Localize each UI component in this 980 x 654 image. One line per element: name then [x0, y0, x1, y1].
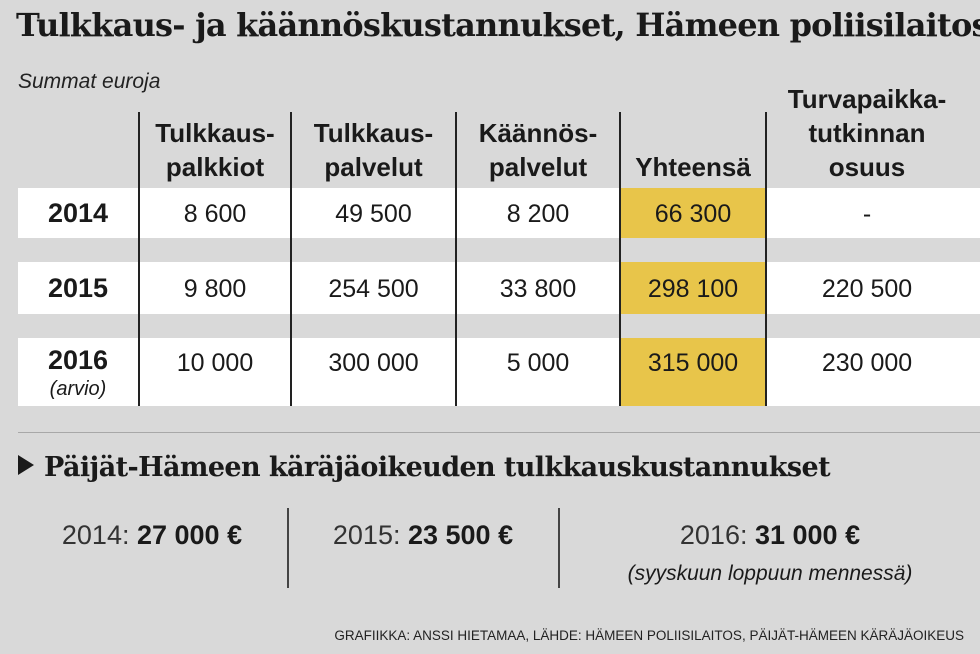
section-title: Päijät-Hämeen käräjäoikeuden tulkkauskus… — [18, 452, 831, 483]
stat-value: 27 000 € — [136, 520, 243, 550]
stat-label: 2014: — [61, 520, 130, 550]
table-cell-total: 66 300 — [654, 200, 732, 228]
column-header-kaannospalvelut: Käännös-palvelut — [457, 112, 619, 184]
stat-value: 31 000 € — [754, 520, 861, 550]
table-cell: 49 500 — [335, 200, 412, 228]
table-cell: - — [862, 200, 872, 228]
table-cell: 33 800 — [499, 275, 577, 303]
stat-label: 2016: — [679, 520, 748, 550]
column-header-turvapaikka: Turvapaikka-tutkinnan osuus — [767, 80, 967, 184]
header-line: Turvapaikka- — [787, 84, 947, 114]
row-year-note: (arvio) — [49, 378, 107, 400]
header-line: Yhteensä — [635, 152, 751, 182]
column-divider — [619, 112, 621, 406]
table-cell: 8 200 — [506, 200, 570, 228]
header-line: palkkiot — [165, 152, 265, 182]
header-line: Tulkkaus- — [313, 118, 434, 148]
row-year: 2014 — [47, 198, 109, 228]
chart-title: Tulkkaus- ja käännöskustannukset, Hämeen… — [16, 6, 980, 44]
column-divider — [138, 112, 140, 406]
table-cell: 300 000 — [328, 349, 419, 377]
table-cell-total: 298 100 — [647, 275, 739, 303]
credit-line: GRAFIIKKA: ANSSI HIETAMAA, LÄHDE: HÄMEEN… — [334, 628, 964, 643]
section-title-text: Päijät-Hämeen käräjäoikeuden tulkkauskus… — [44, 452, 831, 483]
stat-2015: 2015: 23 500 € — [288, 520, 558, 551]
stat-value: 23 500 € — [407, 520, 514, 550]
row-year: 2015 — [47, 273, 109, 303]
column-divider — [290, 112, 292, 406]
highlight-cell-2014 — [620, 188, 765, 238]
header-line: osuus — [828, 152, 906, 182]
table-cell: 8 600 — [183, 200, 247, 228]
column-divider — [455, 112, 457, 406]
table-cell: 230 000 — [821, 349, 913, 377]
header-line: Käännös- — [478, 118, 598, 148]
triangle-bullet-icon — [18, 455, 34, 475]
header-line: palvelut — [488, 152, 588, 182]
stat-2016: 2016: 31 000 € — [560, 520, 980, 551]
header-line: palvelut — [324, 152, 423, 182]
table-cell-total: 315 000 — [647, 349, 739, 377]
column-divider — [765, 112, 767, 406]
table-row-2016 — [18, 338, 980, 406]
table-cell: 10 000 — [176, 349, 254, 377]
highlight-cell-2016 — [620, 338, 765, 406]
highlight-cell-2015 — [620, 262, 765, 314]
column-header-tulkkauspalvelut: Tulkkaus-palvelut — [292, 112, 455, 184]
table-cell: 5 000 — [506, 349, 570, 377]
column-header-tulkkauspalkkiot: Tulkkaus-palkkiot — [140, 112, 290, 184]
section-divider — [18, 432, 980, 433]
table-cell: 220 500 — [821, 275, 913, 303]
chart-subtitle: Summat euroja — [18, 70, 161, 93]
stat-divider — [558, 508, 560, 588]
column-header-yhteensa: Yhteensä — [621, 112, 765, 184]
table-cell: 9 800 — [183, 275, 247, 303]
row-year: 2016 — [47, 345, 109, 375]
header-line: Tulkkaus- — [155, 118, 275, 148]
table-row-2014 — [18, 188, 980, 238]
table-row-2015 — [18, 262, 980, 314]
stat-divider — [287, 508, 289, 588]
table-cell: 254 500 — [328, 275, 419, 303]
stat-note: (syyskuun loppuun mennessä) — [627, 562, 913, 585]
header-line: tutkinnan — [808, 118, 926, 148]
stat-2014: 2014: 27 000 € — [18, 520, 286, 551]
stat-label: 2015: — [332, 520, 401, 550]
